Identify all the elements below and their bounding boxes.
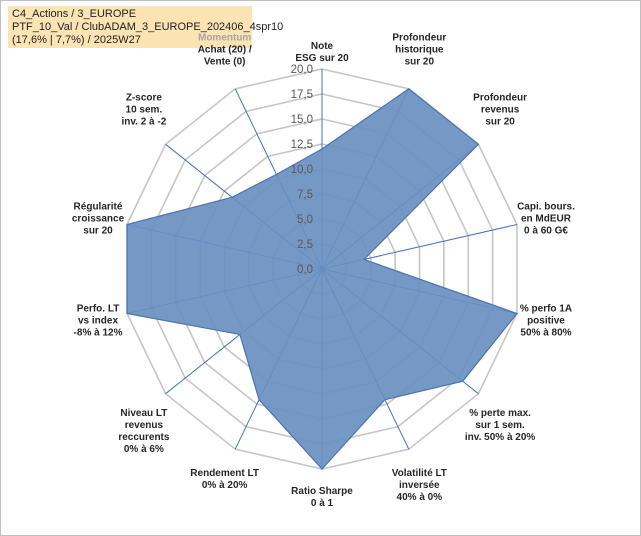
axis-label-line: 0% à 6% [124,444,164,455]
axis-label-line: inv. 2 à -2 [121,117,166,128]
axis-label: Ratio Sharpe 0 à 1 [291,486,353,509]
axis-label-line: Profondeur [473,93,527,104]
axis-label-line: croissance [72,213,125,224]
axis-label-line: Niveau LT [120,408,167,419]
axis-label-line: -8% à 12% [74,328,123,339]
axis-label-line: Volatilité LT [392,468,447,479]
axis-label-line: Rendement LT [190,468,259,479]
axis-label-line: sur 1 sem. [475,420,525,431]
axis-label-line: sur 20 [83,225,113,236]
tick-label: 5,0 [297,214,313,226]
chart-header-box: C4_Actions / 3_EUROPE PTF_10_Val / ClubA… [8,6,284,48]
axis-label-line: revenus [125,420,164,431]
tick-label: 7,5 [297,189,313,201]
axis-label: % perfo 1A positive 50% à 80% [520,304,572,339]
radar-series [126,88,518,470]
axis-label: % perte max. sur 1 sem. inv. 50% à 20% [465,408,536,443]
axis-label-line: Capi. bours. [517,201,575,212]
axis-label-line: sur 20 [405,56,435,67]
tick-label: 17,5 [291,89,313,101]
axis-label: Rendement LT 0% à 20% [190,468,259,491]
axis-label-line: Note [311,41,334,52]
axis-label-line: positive [527,316,565,327]
axis-label-line: sur 20 [485,117,515,128]
axis-label-line: Profondeur [392,32,446,43]
axis-label: Niveau LT revenus reccurents 0% à 6% [118,408,170,455]
axis-label-line: Régularité [74,201,123,212]
radar-tick-labels: 0,0 2,5 5,0 7,5 10,0 12,5 15,0 17,5 20,0 [291,64,313,276]
axis-label-line: Z-score [126,93,163,104]
header-line-2: PTF_10_Val / ClubADAM_3_EUROPE_202406_4s… [12,21,284,33]
tick-label: 20,0 [291,64,313,76]
axis-label: Capi. bours. en MdEUR 0 à 60 G€ [517,201,575,236]
header-line-3: (17,6% | 7,7%) / 2025W27 [12,34,141,46]
axis-label-line: Perfo. LT [77,304,120,315]
axis-label: Z-score 10 sem. inv. 2 à -2 [121,93,166,128]
axis-label-line: historique [395,44,444,55]
axis-label-line: Achat (20) / [198,44,252,55]
axis-label-line: 0% à 20% [202,480,248,491]
axis-label-line: 40% à 0% [397,492,443,503]
axis-label-line: 0 à 60 G€ [524,225,568,236]
tick-label: 10,0 [291,164,313,176]
axis-label: Volatilité LT inversée 40% à 0% [392,468,447,503]
series-area [126,88,518,470]
header-line-1: C4_Actions / 3_EUROPE [12,8,137,20]
axis-label-line: Vente (0) [204,56,246,67]
axis-label-line: Momentum [198,32,251,43]
tick-label: 12,5 [291,139,313,151]
axis-label-line: 10 sem. [126,105,163,116]
axis-label: Perfo. LT vs index -8% à 12% [74,304,123,339]
axis-label: Régularité croissance sur 20 [72,201,125,236]
axis-label-line: % perfo 1A [520,304,572,315]
axis-label: Momentum Achat (20) / Vente (0) [198,32,252,67]
tick-label: 0,0 [297,264,313,276]
axis-label-line: inv. 50% à 20% [465,432,536,443]
axis-label-line: vs index [78,316,118,327]
axis-label-line: revenus [481,105,520,116]
axis-label: Profondeur historique sur 20 [392,32,446,67]
tick-label: 2,5 [297,239,313,251]
axis-label-line: 0 à 1 [311,498,334,509]
axis-label: Note ESG sur 20 [295,41,349,64]
axis-label-line: inversée [399,480,440,491]
tick-label: 15,0 [291,114,313,126]
axis-label-line: 50% à 80% [520,328,571,339]
axis-label: Profondeur revenus sur 20 [473,93,527,128]
axis-label-line: reccurents [118,432,170,443]
axis-label-line: % perte max. [469,408,531,419]
axis-label-line: en MdEUR [521,213,572,224]
axis-label-line: Ratio Sharpe [291,486,353,497]
axis-label-line: ESG sur 20 [295,53,349,64]
